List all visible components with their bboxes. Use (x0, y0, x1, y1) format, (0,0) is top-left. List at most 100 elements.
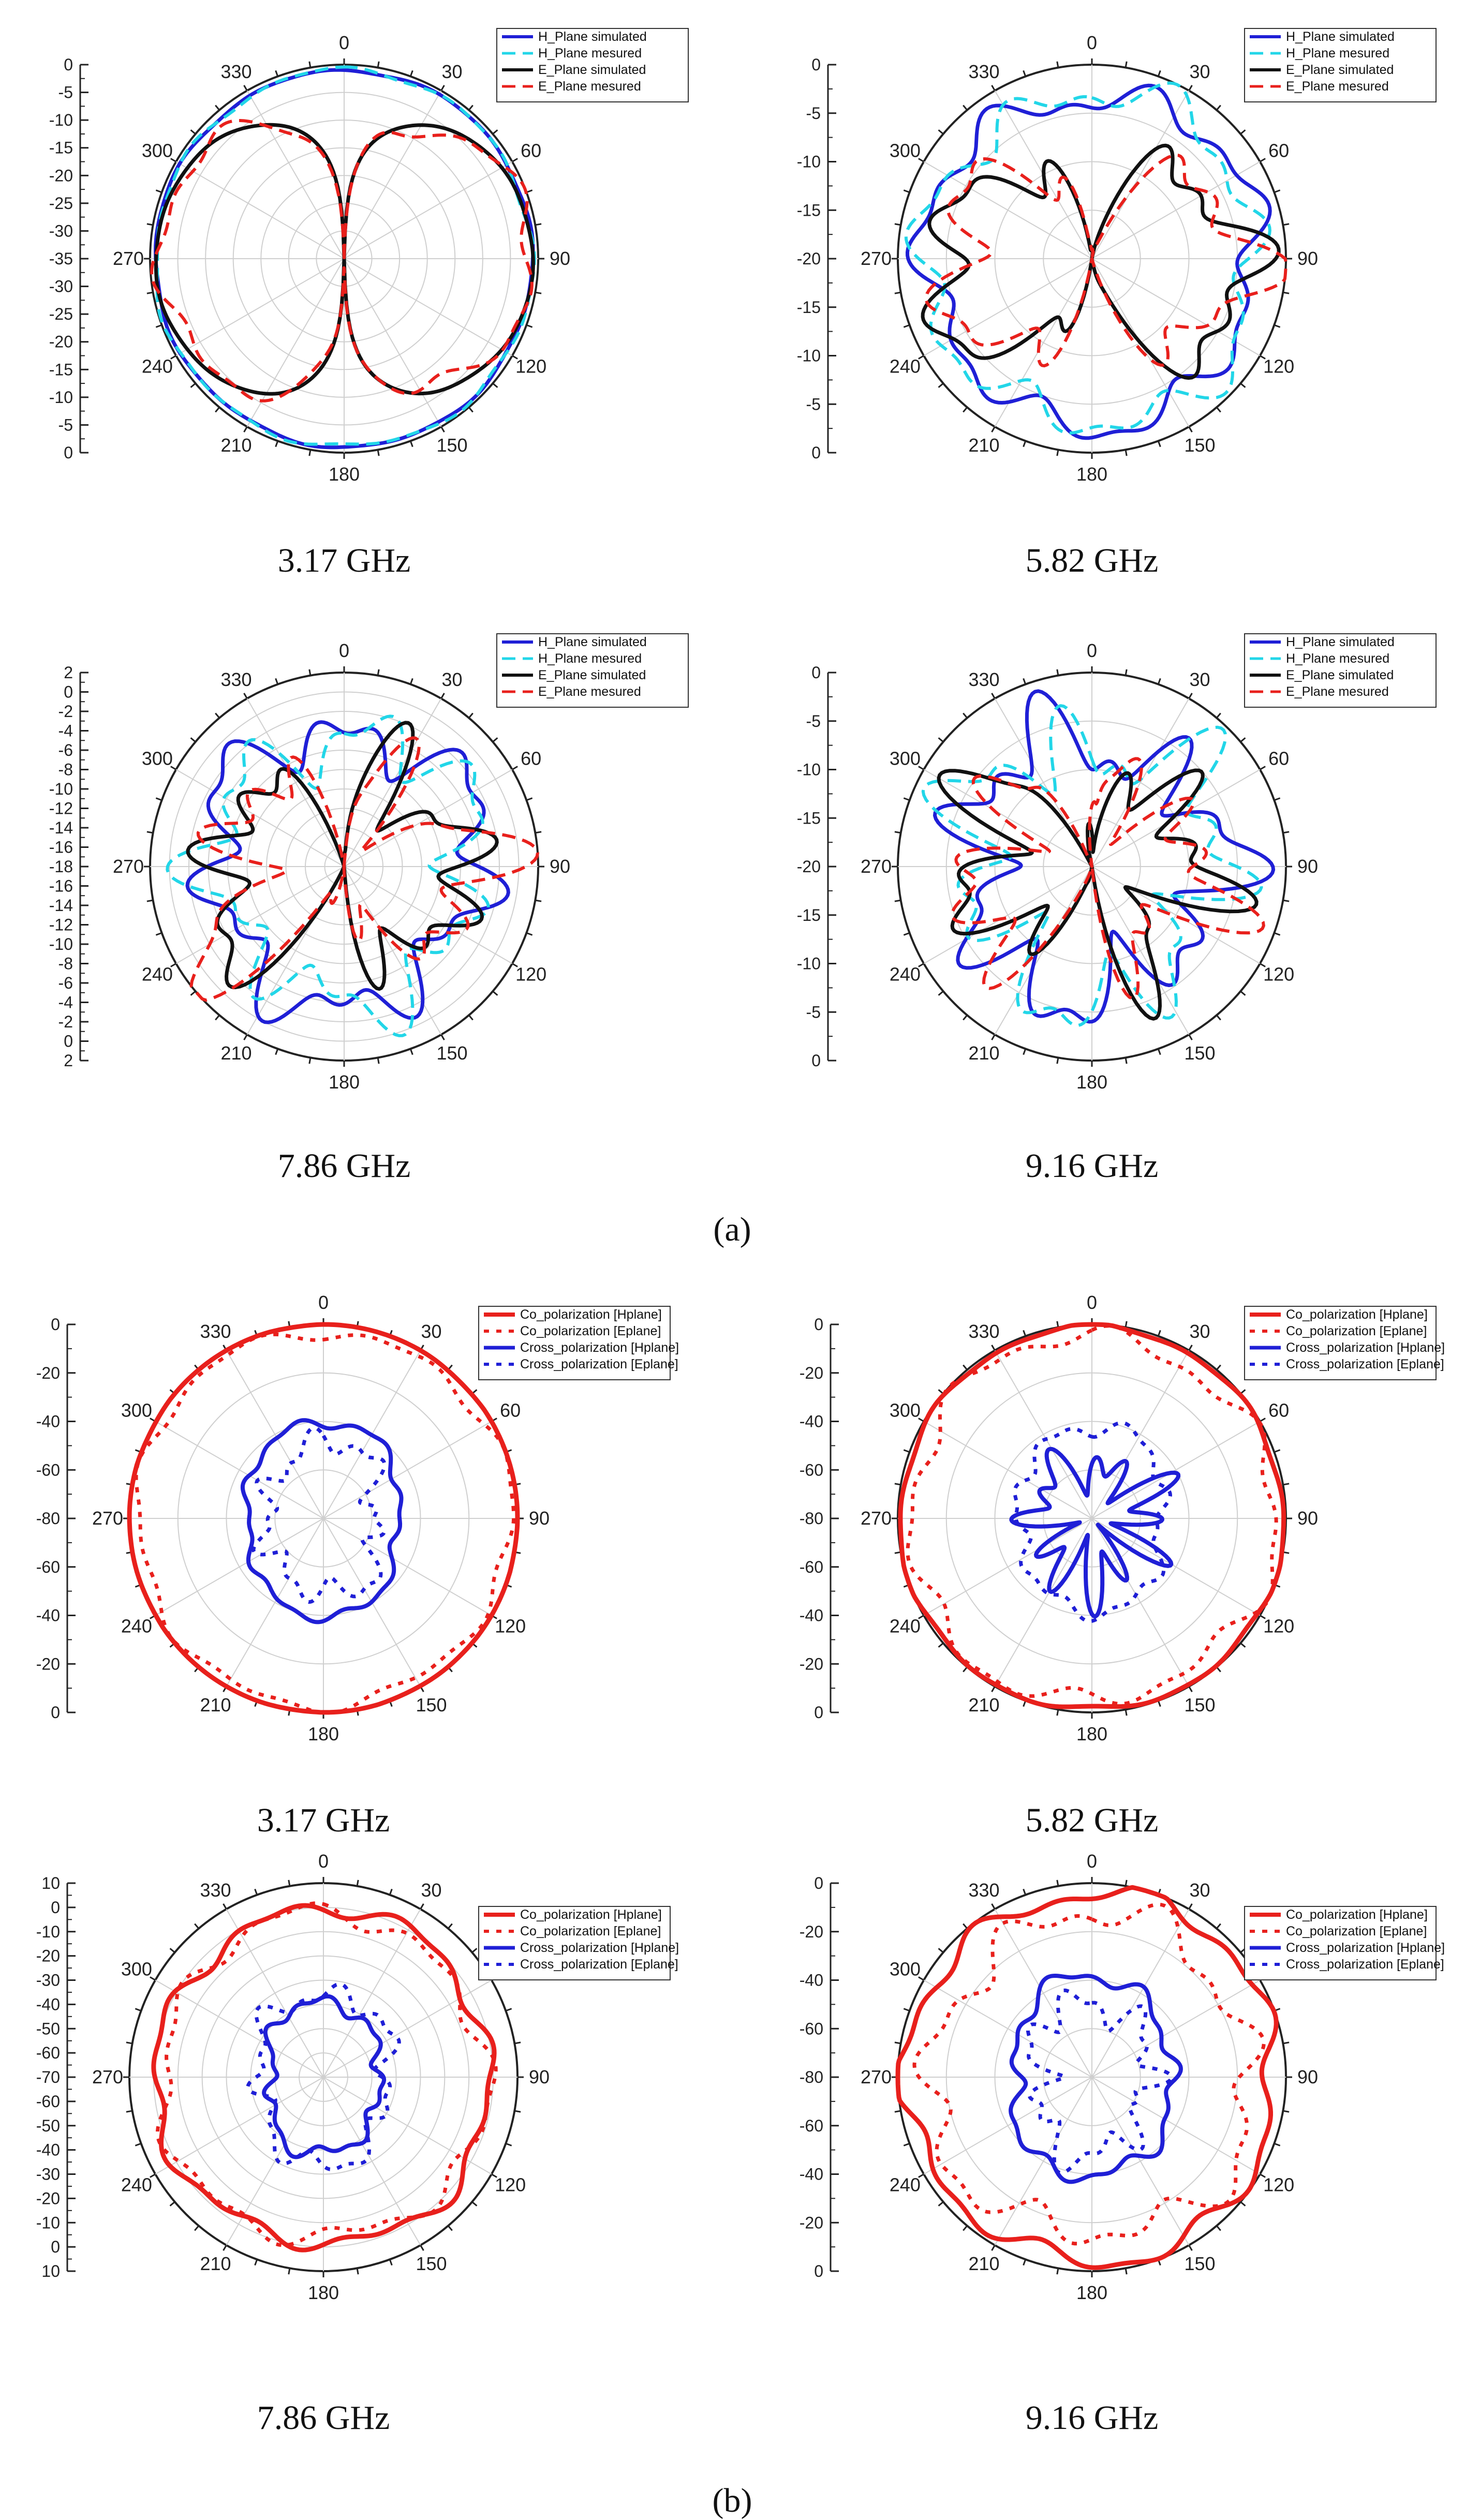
grid-spoke (344, 866, 513, 964)
legend-entry: H_Plane mesured (1286, 651, 1389, 666)
angle-tick (409, 440, 413, 448)
angle-tick (1188, 1345, 1193, 1351)
angle-label: 210 (200, 2253, 231, 2274)
radial-tick-label: 0 (64, 443, 73, 462)
angle-tick (1240, 737, 1246, 743)
grid-spoke (323, 1421, 492, 1519)
angle-tick (1124, 1321, 1128, 1328)
radial-tick-label: -25 (49, 194, 73, 213)
angle-label: 270 (92, 2066, 123, 2087)
angle-tick (468, 712, 473, 719)
legend-box (1244, 28, 1437, 102)
angle-tick (275, 70, 279, 77)
angle-tick (938, 1642, 944, 1648)
angle-label: 270 (113, 856, 144, 877)
angle-tick (146, 291, 153, 294)
grid-spoke (155, 1518, 324, 1616)
series-line-2 (155, 65, 536, 446)
angle-label: 90 (1297, 856, 1318, 877)
angle-label: 60 (521, 140, 541, 161)
radial-tick-label: 0 (51, 2238, 60, 2256)
radial-tick-label: -8 (58, 955, 73, 973)
angle-label: 150 (1184, 1694, 1215, 1716)
angle-tick (903, 324, 910, 328)
radial-tick-label: 10 (41, 2262, 60, 2280)
angle-label: 240 (121, 2174, 152, 2196)
grid-spoke (175, 161, 345, 259)
radial-tick-label: -20 (36, 1947, 60, 1965)
radial-tick-label: -60 (800, 2019, 823, 2038)
angle-tick (1056, 2268, 1059, 2275)
series-line-4 (189, 736, 539, 1002)
grid-spoke (994, 1518, 1092, 1687)
radial-tick-label: -5 (806, 104, 821, 123)
legend-entry: E_Plane mesured (538, 79, 641, 94)
angle-tick (243, 693, 248, 699)
grid-spoke (246, 698, 345, 867)
radial-tick-label: -60 (36, 2044, 60, 2062)
angle-label: 120 (1263, 1616, 1294, 1637)
angle-tick (1188, 1903, 1193, 1910)
angle-label: 30 (441, 61, 462, 82)
angle-tick (1023, 70, 1027, 77)
angle-label: 120 (495, 2174, 526, 2196)
angle-tick (1056, 61, 1059, 68)
radial-tick-label: -6 (58, 741, 73, 759)
angle-tick (308, 669, 312, 676)
grid-spoke (1091, 2077, 1261, 2175)
angle-tick (1023, 440, 1027, 448)
angle-tick (918, 2173, 924, 2178)
angle-tick (1188, 426, 1193, 433)
radial-tick-label: -40 (800, 1971, 823, 1990)
series-line-2 (904, 81, 1271, 435)
panel-label-a: (a) (713, 1211, 751, 1248)
legend-entry: Co_polarization [Eplane] (520, 1924, 661, 1939)
angle-tick (938, 382, 944, 388)
grid-spoke (994, 258, 1092, 427)
radial-tick-label: -15 (797, 298, 821, 317)
angle-tick (275, 678, 279, 685)
legend: Co_polarization [Hplane] Co_polarization … (478, 1906, 679, 1980)
angle-tick (155, 797, 162, 801)
angle-tick (938, 129, 944, 135)
angle-tick (1124, 1057, 1128, 1064)
legend-box (1244, 1906, 1437, 1980)
series-line-3 (240, 1418, 404, 1624)
angle-label: 180 (1076, 2282, 1107, 2303)
angle-tick (254, 2259, 258, 2266)
angle-tick (420, 1903, 424, 1910)
angle-tick (894, 291, 901, 294)
angle-tick (170, 963, 176, 967)
angle-tick (1274, 1449, 1281, 1453)
angle-tick (356, 1880, 359, 1886)
angle-label: 330 (968, 1321, 999, 1342)
angle-label: 300 (142, 748, 173, 769)
angle-label: 60 (500, 1400, 521, 1421)
angle-tick (512, 355, 518, 360)
legend-entry: H_Plane mesured (1286, 46, 1389, 61)
series-line-3 (937, 768, 1259, 1021)
angle-tick (1188, 2245, 1193, 2251)
angle-tick (1240, 990, 1246, 996)
angle-tick (1056, 1057, 1059, 1064)
legend-entry: E_Plane simulated (538, 63, 646, 77)
angle-label: 210 (968, 2253, 999, 2274)
legend-entry: Co_polarization [Hplane] (1286, 1307, 1428, 1322)
radial-tick-label: -10 (49, 388, 73, 407)
angle-tick (308, 450, 312, 456)
radial-tick-label: -20 (36, 2189, 60, 2208)
angle-tick (938, 1948, 944, 1954)
radial-tick-label: -16 (49, 877, 73, 896)
legend-entry: Cross_polarization [Hplane] (1286, 1941, 1445, 1955)
legend-entry: H_Plane simulated (1286, 29, 1395, 44)
radial-tick-label: -50 (36, 2019, 60, 2038)
angle-tick (389, 2259, 393, 2266)
angle-tick (194, 2225, 200, 2231)
series-line-3 (921, 143, 1281, 380)
legend-box (1244, 1306, 1437, 1380)
grid-spoke (923, 1421, 1092, 1519)
angle-label: 180 (1076, 464, 1107, 485)
radial-tick-label: -80 (36, 1509, 60, 1528)
polar-chart-2: 0 30 60 90 120 150 180 210 240 270 300 330 0 -5 -10 -15… (797, 28, 1437, 579)
angle-tick (150, 2173, 156, 2178)
